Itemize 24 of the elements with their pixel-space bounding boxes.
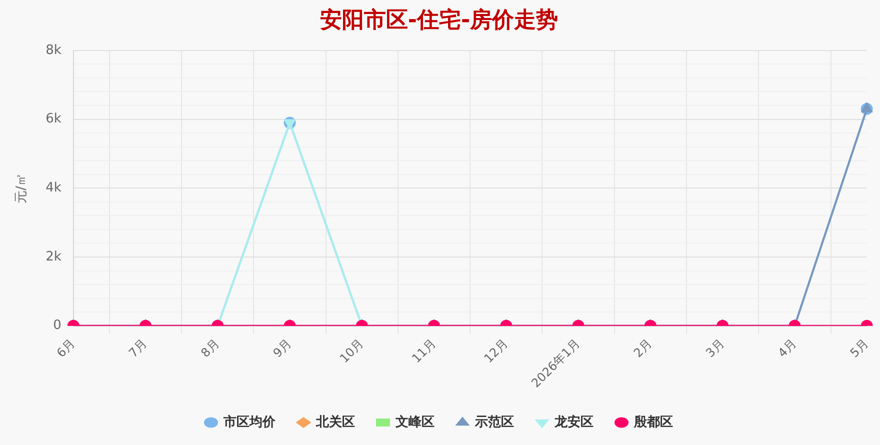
legend-label: 市区均价: [222, 414, 276, 430]
y-tick-label: 4k: [46, 180, 62, 196]
x-tick-label: 3月: [703, 336, 727, 360]
x-tick-label: 7月: [126, 336, 150, 360]
y-tick-label: 2k: [46, 249, 62, 264]
x-tick-label: 8月: [198, 336, 222, 360]
x-tick-label: 9月: [270, 336, 294, 360]
y-tick-label: 0: [53, 318, 62, 334]
x-tick-label: 2月: [630, 336, 655, 360]
x-tick-label: 4月: [775, 336, 800, 360]
legend-label: 北关区: [315, 414, 355, 430]
legend-label: 文峰区: [394, 414, 434, 430]
x-tick-label: 11月: [409, 336, 438, 366]
y-tick-label: 8k: [46, 42, 62, 58]
x-tick-label: 10月: [337, 336, 366, 366]
chart-title: 安阳市区-住宅-房价走势: [320, 6, 558, 33]
legend-label: 龙安区: [554, 414, 594, 430]
legend-label: 示范区: [474, 414, 514, 430]
x-tick-label: 12月: [481, 336, 511, 366]
y-axis-title: 元/㎡: [14, 172, 30, 204]
x-tick-label: 5月: [847, 336, 872, 360]
y-tick-label: 6k: [46, 112, 62, 127]
x-tick-label: 6月: [54, 336, 78, 360]
legend-label: 殷都区: [633, 414, 673, 430]
